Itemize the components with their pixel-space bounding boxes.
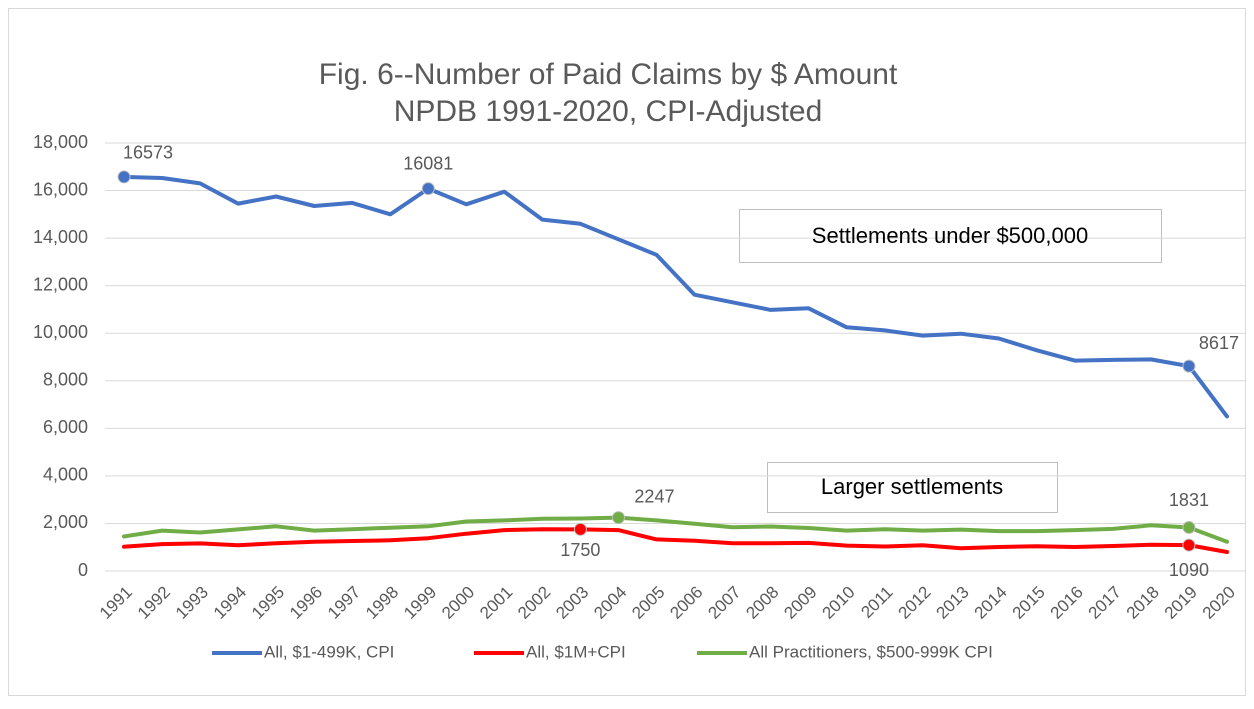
data-label: 16081 bbox=[403, 153, 453, 173]
point-marker bbox=[421, 182, 435, 196]
annotation-box bbox=[767, 462, 1058, 513]
data-label: 16573 bbox=[123, 143, 173, 163]
series-line bbox=[122, 174, 1229, 419]
annotation: Larger settlements bbox=[821, 474, 1003, 499]
y-tick-label: 10,000 bbox=[33, 322, 88, 342]
annotation: Settlements under $500,000 bbox=[812, 223, 1088, 248]
legend-label: All, $1-499K, CPI bbox=[264, 642, 394, 661]
point-marker bbox=[1182, 520, 1196, 534]
y-tick-label: 16,000 bbox=[33, 179, 88, 199]
y-tick-label: 8,000 bbox=[43, 370, 88, 390]
y-tick-label: 4,000 bbox=[43, 465, 88, 485]
data-label: 1831 bbox=[1169, 490, 1209, 510]
point-marker bbox=[117, 170, 131, 184]
data-label: 1090 bbox=[1169, 560, 1209, 580]
y-tick-label: 6,000 bbox=[43, 417, 88, 437]
y-tick-label: 12,000 bbox=[33, 274, 88, 294]
chart-title: Fig. 6--Number of Paid Claims by $ Amoun… bbox=[319, 58, 898, 91]
chart-subtitle: NPDB 1991-2020, CPI-Adjusted bbox=[394, 95, 823, 128]
legend-item: All, $1-499K, CPI bbox=[212, 642, 394, 661]
legend-item: All Practitioners, $500-999K CPI bbox=[697, 642, 993, 661]
data-label: 1750 bbox=[560, 540, 600, 560]
data-label: 8617 bbox=[1199, 333, 1239, 353]
point-marker bbox=[573, 522, 587, 536]
point-marker bbox=[1182, 538, 1196, 552]
y-tick-label: 2,000 bbox=[43, 512, 88, 532]
point-marker bbox=[1182, 359, 1196, 373]
y-tick-label: 14,000 bbox=[33, 227, 88, 247]
legend-label: All Practitioners, $500-999K CPI bbox=[749, 642, 993, 661]
y-tick-label: 0 bbox=[78, 560, 88, 580]
y-tick-label: 18,000 bbox=[33, 132, 88, 152]
annotation-box bbox=[739, 209, 1162, 263]
legend-item: All, $1M+CPI bbox=[474, 642, 626, 661]
data-label: 2247 bbox=[634, 486, 674, 506]
legend-label: All, $1M+CPI bbox=[526, 642, 626, 661]
series-line bbox=[122, 515, 1229, 544]
point-marker bbox=[611, 511, 625, 525]
series-line bbox=[122, 527, 1229, 554]
